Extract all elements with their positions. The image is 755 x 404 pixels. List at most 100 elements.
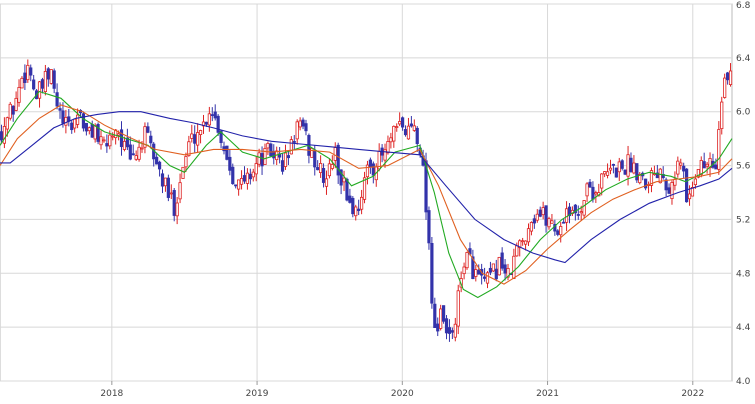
candle-body bbox=[629, 157, 633, 172]
candle-body bbox=[720, 101, 724, 130]
y-tick-label: 5.2 bbox=[736, 215, 750, 225]
candle-body bbox=[339, 169, 343, 186]
candle-body bbox=[723, 77, 727, 98]
candle-body bbox=[644, 178, 648, 189]
candle-body bbox=[544, 205, 548, 226]
candle-body bbox=[638, 173, 642, 184]
candle-body bbox=[556, 230, 560, 235]
candle-body bbox=[222, 146, 226, 152]
candle-body bbox=[61, 110, 65, 124]
candle-body bbox=[465, 252, 469, 269]
candle-body bbox=[321, 167, 326, 183]
candle-body bbox=[547, 218, 551, 228]
candle-body bbox=[412, 125, 416, 131]
candle-body bbox=[228, 156, 232, 171]
candle-body bbox=[84, 122, 88, 132]
candle-body bbox=[245, 172, 250, 184]
candle-body bbox=[585, 183, 589, 197]
candle-body bbox=[75, 114, 80, 125]
candle-body bbox=[169, 192, 173, 195]
candle-body bbox=[576, 214, 580, 216]
candle-body bbox=[617, 161, 621, 173]
candle-body bbox=[447, 327, 452, 334]
candle-body bbox=[260, 153, 264, 167]
y-tick-label: 6.8 bbox=[736, 1, 751, 11]
candle-body bbox=[362, 177, 367, 200]
candle-body bbox=[523, 240, 528, 245]
candle-body bbox=[623, 169, 627, 175]
candle-body bbox=[456, 290, 460, 327]
candle-body bbox=[73, 118, 77, 129]
y-tick-label: 4.8 bbox=[736, 269, 751, 279]
candle-body bbox=[579, 211, 583, 214]
candle-body bbox=[728, 70, 733, 85]
y-tick-label: 6.0 bbox=[736, 108, 751, 118]
x-tick-label: 2019 bbox=[246, 389, 269, 399]
candle-body bbox=[526, 228, 531, 243]
candle-body bbox=[608, 167, 613, 171]
candle-body bbox=[119, 129, 124, 148]
y-tick-label: 4.4 bbox=[736, 323, 751, 333]
candle-body bbox=[52, 70, 56, 89]
candle-body bbox=[58, 108, 62, 111]
candle-body bbox=[658, 168, 662, 184]
candle-body bbox=[336, 144, 340, 176]
candle-body bbox=[210, 114, 214, 116]
candle-body bbox=[108, 134, 112, 147]
candle-body bbox=[310, 148, 314, 158]
candle-body bbox=[2, 126, 6, 144]
candle-body bbox=[178, 182, 182, 200]
candle-body bbox=[518, 240, 522, 249]
candle-body bbox=[272, 150, 276, 159]
candle-body bbox=[538, 209, 542, 217]
candle-body bbox=[143, 126, 147, 148]
candle-body bbox=[134, 155, 138, 160]
candle-body bbox=[395, 126, 399, 128]
candle-body bbox=[600, 173, 604, 189]
candle-body bbox=[477, 269, 481, 275]
candle-body bbox=[685, 168, 689, 203]
candle-body bbox=[149, 135, 153, 144]
candle-body bbox=[90, 123, 94, 138]
candle-body bbox=[29, 67, 33, 76]
candle-body bbox=[111, 135, 115, 138]
candle-body bbox=[204, 121, 209, 125]
candle-body bbox=[360, 196, 364, 210]
candle-body bbox=[512, 255, 516, 280]
candle-body bbox=[562, 221, 566, 224]
candle-body bbox=[687, 193, 692, 200]
candle-body bbox=[231, 166, 235, 185]
candle-body bbox=[714, 164, 718, 170]
candle-body bbox=[398, 121, 402, 125]
candle-body bbox=[8, 103, 12, 119]
candle-body bbox=[105, 143, 109, 147]
candle-body bbox=[313, 150, 317, 168]
candle-body bbox=[213, 111, 217, 119]
candle-body bbox=[591, 186, 595, 200]
candle-body bbox=[717, 129, 721, 170]
candle-body bbox=[163, 177, 168, 187]
candle-body bbox=[172, 190, 176, 216]
candle-body bbox=[485, 272, 490, 284]
candle-body bbox=[605, 171, 610, 176]
candle-body bbox=[515, 245, 519, 257]
candle-body bbox=[559, 226, 563, 236]
candle-body bbox=[471, 256, 475, 280]
candle-body bbox=[137, 146, 141, 160]
candle-body bbox=[488, 267, 493, 273]
candle-body bbox=[415, 127, 419, 144]
moving-average-line-1 bbox=[0, 90, 733, 299]
candle-body bbox=[40, 79, 45, 89]
candle-body bbox=[102, 139, 106, 142]
candle-body bbox=[32, 79, 36, 90]
candle-body bbox=[726, 72, 730, 81]
candle-body bbox=[444, 318, 449, 334]
candle-body bbox=[626, 154, 630, 177]
candle-body bbox=[131, 153, 135, 156]
candle-body bbox=[286, 155, 291, 159]
candle-body bbox=[184, 156, 188, 168]
candle-body bbox=[357, 208, 361, 212]
candle-body bbox=[26, 64, 30, 81]
candle-body bbox=[37, 81, 42, 99]
